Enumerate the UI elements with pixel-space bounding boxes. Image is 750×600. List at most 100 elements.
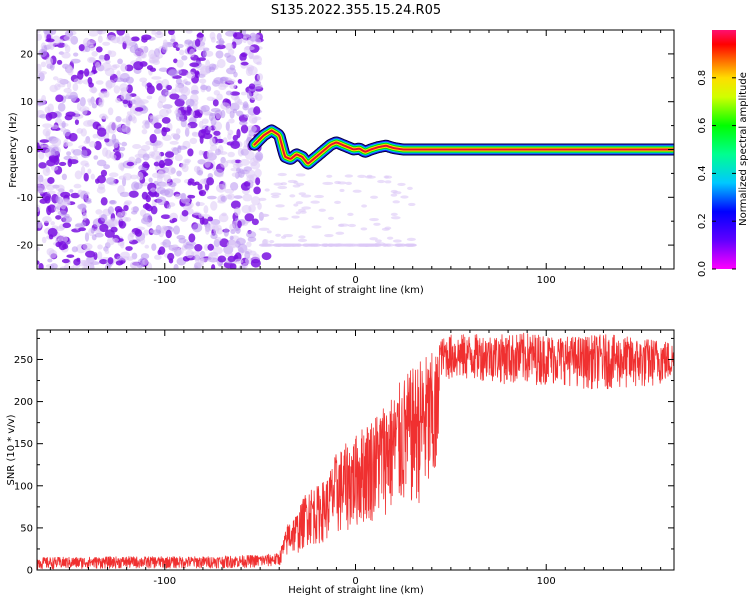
noise-blob <box>244 257 253 265</box>
noise-blob <box>120 241 125 249</box>
noise-blob <box>94 140 102 151</box>
noise-blob <box>125 92 132 101</box>
noise-blob <box>189 48 195 58</box>
noise-blob <box>168 68 179 77</box>
noise-blob <box>62 215 73 223</box>
noise-blob <box>142 258 149 266</box>
spectrogram-y-tick-label: 0 <box>27 145 33 156</box>
noise-blob <box>126 256 134 261</box>
noise-blob <box>230 91 241 96</box>
noise-blob <box>254 168 262 178</box>
noise-blob <box>88 30 99 37</box>
spectrogram-x-tick-label: -100 <box>153 275 176 286</box>
noise-blob <box>59 266 68 269</box>
colorbar-tick-label: 0.8 <box>697 70 708 86</box>
noise-blob <box>207 243 214 251</box>
sidelobe-blob <box>310 200 320 204</box>
noise-blob <box>124 200 132 205</box>
noise-blob <box>119 146 126 152</box>
noise-blob <box>88 82 94 88</box>
sidelobe-blob <box>260 213 270 218</box>
noise-blob <box>165 229 172 239</box>
noise-blob <box>40 61 47 68</box>
noise-blob <box>45 184 56 191</box>
noise-blob <box>171 147 180 156</box>
snr-y-tick-label: 150 <box>14 439 33 450</box>
noise-blob <box>185 249 195 259</box>
noise-blob <box>166 166 176 175</box>
noise-blob <box>100 214 108 222</box>
noise-blob <box>229 235 234 240</box>
noise-blob <box>210 232 218 240</box>
noise-blob <box>96 30 107 35</box>
noise-blob <box>113 85 120 94</box>
noise-blob <box>37 260 40 265</box>
noise-blob <box>234 207 241 216</box>
sidelobe-blob <box>384 180 392 184</box>
noise-blob <box>166 84 173 91</box>
sidelobe-blob <box>318 208 326 212</box>
noise-blob <box>76 102 82 111</box>
noise-blob <box>215 111 221 120</box>
snr-x-tick-label: 0 <box>352 576 358 587</box>
noise-blob <box>68 159 79 165</box>
noise-blob <box>41 95 47 102</box>
noise-blob <box>246 174 255 183</box>
noise-blob <box>239 120 248 126</box>
noise-blob <box>48 249 58 259</box>
noise-blob <box>103 53 111 62</box>
sidelobe-blob <box>281 235 287 239</box>
noise-blob <box>246 90 252 100</box>
noise-blob <box>250 258 261 268</box>
noise-blob <box>107 206 115 215</box>
noise-blob <box>200 104 210 113</box>
noise-blob <box>224 194 233 200</box>
sidelobe-blob <box>311 225 322 229</box>
noise-blob <box>207 216 214 222</box>
noise-blob <box>112 138 120 146</box>
noise-blob <box>185 30 193 34</box>
noise-blob <box>77 78 83 85</box>
noise-blob <box>63 35 74 41</box>
noise-blob <box>206 195 217 200</box>
noise-blob <box>216 173 224 178</box>
noise-blob <box>156 155 162 160</box>
sidelobe-blob <box>408 202 416 207</box>
noise-blob <box>77 203 87 210</box>
sidelobe-blob <box>353 243 364 247</box>
noise-blob <box>207 125 212 131</box>
noise-blob <box>160 214 171 220</box>
noise-blob <box>66 254 75 258</box>
noise-blob <box>180 162 187 169</box>
noise-blob <box>201 214 211 218</box>
noise-blob <box>218 38 225 46</box>
noise-blob <box>143 229 149 236</box>
sidelobe-blob <box>386 236 394 240</box>
noise-blob <box>238 265 247 269</box>
noise-blob <box>223 227 229 237</box>
noise-blob <box>142 163 150 169</box>
sidelobe-blob <box>407 186 413 191</box>
noise-blob <box>88 141 97 148</box>
noise-blob <box>37 70 48 75</box>
noise-blob <box>236 167 241 173</box>
noise-blob <box>187 148 194 157</box>
noise-blob <box>84 191 90 196</box>
noise-blob <box>38 48 48 58</box>
noise-blob <box>62 222 72 229</box>
noise-blob <box>63 88 72 94</box>
noise-blob <box>253 106 261 115</box>
noise-blob <box>162 42 169 50</box>
noise-blob <box>181 210 189 217</box>
noise-blob <box>187 181 193 186</box>
noise-blob <box>47 227 58 237</box>
noise-blob <box>232 134 238 142</box>
noise-blob <box>246 230 257 239</box>
sidelobe-blob <box>275 233 281 237</box>
sidelobe-blob <box>369 237 378 241</box>
noise-blob <box>226 159 236 164</box>
noise-blob <box>229 263 237 269</box>
noise-blob <box>94 61 101 71</box>
noise-blob <box>112 238 119 243</box>
noise-blob <box>57 210 68 216</box>
